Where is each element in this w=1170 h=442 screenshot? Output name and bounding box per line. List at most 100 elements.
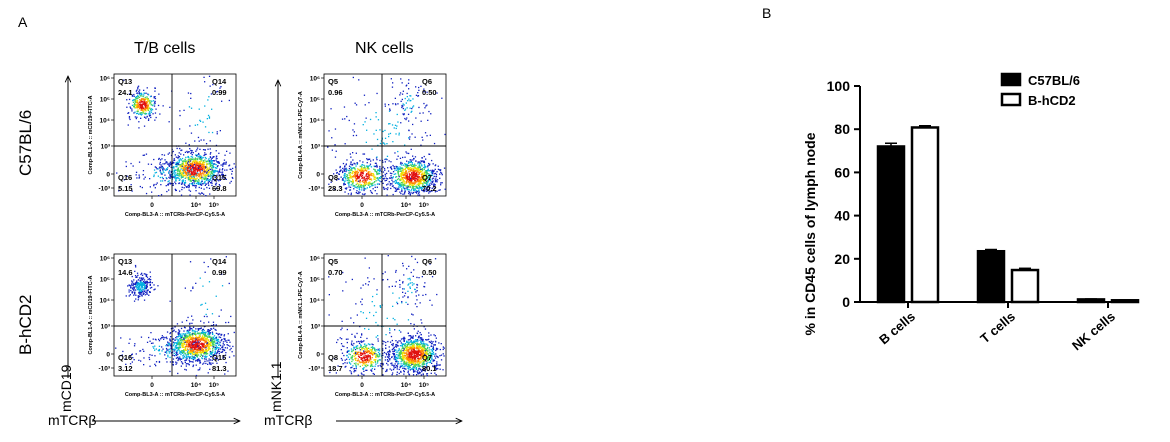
bar-chart: 0 20 40 60 80 100 % in CD45 cells of lymph nod… — [802, 72, 1140, 353]
bar-C57BL/6-T cells — [976, 249, 1006, 304]
quadrant-name: Q16 — [118, 173, 132, 182]
quadrant-value: 70.2 — [422, 184, 437, 193]
x-tick-label: 10⁴ — [191, 202, 201, 209]
x-tick-label: 10⁵ — [209, 202, 219, 209]
y-tick-label: 100 — [827, 78, 851, 94]
y-tick-label: 10⁵ — [100, 277, 110, 284]
quadrant-value: 69.8 — [212, 184, 227, 193]
column-title-tb: T/B cells — [134, 40, 196, 57]
quadrant-value: 14.6 — [118, 268, 133, 277]
flow-plot-c57bl6-tb: Q13 24.1 Q14 0.99 Q16 5.15 Q15 69.8 10⁶ 10⁵ 10⁴ 10³… — [88, 73, 237, 218]
quadrant-name: Q8 — [328, 173, 338, 182]
quadrant-value: 80.1 — [422, 364, 437, 373]
quadrant-value: 81.3 — [212, 364, 227, 373]
y-tick-label: 10³ — [311, 144, 321, 151]
y-tick-label: 10⁶ — [100, 76, 110, 83]
plot-area: Q13 14.6 Q14 0.99 Q16 3.12 Q15 81.3 10⁶ 10⁵ 10⁴ 10³… — [88, 253, 237, 398]
y-tick-label: 10⁵ — [310, 277, 320, 284]
quadrant-value: 5.15 — [118, 184, 133, 193]
legend-swatch — [1000, 72, 1022, 87]
y-tick-label: 10³ — [101, 324, 111, 331]
quadrant-value: 0.99 — [212, 88, 227, 97]
bar-B-hCD2-T cells — [1010, 268, 1040, 304]
bar-C57BL/6-NK cells — [1076, 298, 1106, 304]
quadrant-value: 28.3 — [328, 184, 343, 193]
y-tick-label: 60 — [834, 164, 850, 180]
y-tick-label: 80 — [834, 121, 850, 137]
quadrant-name: Q6 — [422, 77, 432, 86]
quadrant-value: 18.7 — [328, 364, 343, 373]
quadrant-value: 0.70 — [328, 268, 343, 277]
y-tick-label: 10⁵ — [100, 97, 110, 104]
y-marker-mcd19: mCD19 — [58, 364, 74, 412]
quadrant-name: Q6 — [422, 257, 432, 266]
quadrant-name: Q15 — [212, 353, 226, 362]
flow-plot-bhcd2-nk: Q5 0.70 Q6 0.50 Q8 18.7 Q7 80.1 10⁶ 10⁵ 10⁴ 10³ 0 -10… — [298, 253, 447, 398]
y-tick-label: 20 — [834, 251, 850, 267]
y-axis-title: % in CD45 cells of lymph node — [802, 132, 818, 335]
plot-area: Q5 0.70 Q6 0.50 Q8 18.7 Q7 80.1 10⁶ 10⁵ 10⁴ 10³ 0 -10… — [298, 253, 447, 398]
x-axis-title: Comp-BL3-A :: mTCRb-PerCP-Cy5.5-A — [125, 212, 225, 218]
bar-B-hCD2-B cells — [910, 126, 940, 304]
y-tick-label: -10³ — [98, 186, 110, 193]
y-tick-label: 0 — [106, 352, 110, 359]
event-dots — [327, 76, 446, 196]
y-tick-label: -10³ — [308, 186, 320, 193]
y-tick-label: 10⁶ — [310, 256, 320, 263]
quadrant-name: Q5 — [328, 257, 338, 266]
x-marker-tcrb-right: mTCRβ — [264, 412, 313, 428]
flow-plot-bhcd2-tb: Q13 14.6 Q14 0.99 Q16 3.12 Q15 81.3 10⁶ 10⁵ 10⁴ 10³… — [88, 253, 237, 398]
quadrant-name: Q7 — [422, 353, 432, 362]
y-tick-label: 10⁴ — [100, 298, 110, 305]
x-marker-tcrb-left: mTCRβ — [48, 412, 97, 428]
quadrant-name: Q5 — [328, 77, 338, 86]
x-tick-label: 10⁴ — [401, 202, 411, 209]
y-tick-label: 0 — [842, 294, 850, 310]
x-axis-title: Comp-BL3-A :: mTCRb-PerCP-Cy5.5-A — [125, 392, 225, 398]
y-tick-label: 10³ — [101, 144, 111, 151]
quadrant-name: Q13 — [118, 77, 132, 86]
column-title-nk: NK cells — [355, 40, 414, 57]
x-tick-label: 0 — [360, 202, 364, 209]
x-tick-label: 10⁵ — [419, 202, 429, 209]
x-tick-label: 10⁵ — [209, 382, 219, 389]
legend-swatch — [1000, 92, 1022, 107]
quadrant-name: Q7 — [422, 173, 432, 182]
y-tick-label: 10⁶ — [310, 76, 320, 83]
y-tick-label: 10⁴ — [100, 118, 110, 125]
y-tick-label: -10³ — [98, 366, 110, 373]
y-tick-label: 0 — [106, 172, 110, 179]
quadrant-name: Q14 — [212, 257, 227, 266]
y-tick-label: 40 — [834, 208, 850, 224]
quadrant-value: 0.50 — [422, 88, 437, 97]
quadrant-value: 24.1 — [118, 88, 133, 97]
y-tick-label: 10⁶ — [100, 256, 110, 263]
legend-label: C57BL/6 — [1028, 73, 1080, 88]
quadrant-value: 0.99 — [212, 268, 227, 277]
quadrant-name: Q8 — [328, 353, 338, 362]
plot-area: Q5 0.96 Q6 0.50 Q8 28.3 Q7 70.2 10⁶ 10⁵ 10⁴ 10³ 0 -10… — [298, 73, 447, 218]
x-axis-title: Comp-BL3-A :: mTCRb-PerCP-Cy5.5-A — [335, 392, 435, 398]
x-tick-label: T cells — [977, 309, 1018, 347]
flow-plot-c57bl6-nk: Q5 0.96 Q6 0.50 Q8 28.3 Q7 70.2 10⁶ 10⁵ 10⁴ 10³ 0 -10… — [298, 73, 447, 218]
x-tick-label: B cells — [876, 309, 918, 347]
event-dots — [328, 255, 445, 377]
y-tick-label: 10⁴ — [310, 298, 320, 305]
panel-a-letter: A — [18, 14, 28, 30]
x-tick-label: 10⁴ — [401, 382, 411, 389]
quadrant-name: Q13 — [118, 257, 132, 266]
y-tick-label: 10³ — [311, 324, 321, 331]
y-axis-title: Comp-BL4-A :: mNK1.1-PE-Cy7-A — [298, 271, 304, 359]
x-tick-label: 10⁴ — [191, 382, 201, 389]
quadrant-name: Q14 — [212, 77, 227, 86]
x-axis-title: Comp-BL3-A :: mTCRb-PerCP-Cy5.5-A — [335, 212, 435, 218]
y-axis-title: Comp-BL4-A :: mNK1.1-PE-Cy7-A — [298, 91, 304, 179]
y-marker-mnk11: mNK1.1 — [268, 361, 284, 412]
y-tick-label: 0 — [316, 352, 320, 359]
quadrant-value: 3.12 — [118, 364, 133, 373]
quadrant-value: 0.96 — [328, 88, 343, 97]
y-tick-label: 10⁵ — [310, 97, 320, 104]
x-tick-label: 0 — [150, 382, 154, 389]
x-tick-label: NK cells — [1069, 309, 1118, 353]
quadrant-value: 0.50 — [422, 268, 437, 277]
